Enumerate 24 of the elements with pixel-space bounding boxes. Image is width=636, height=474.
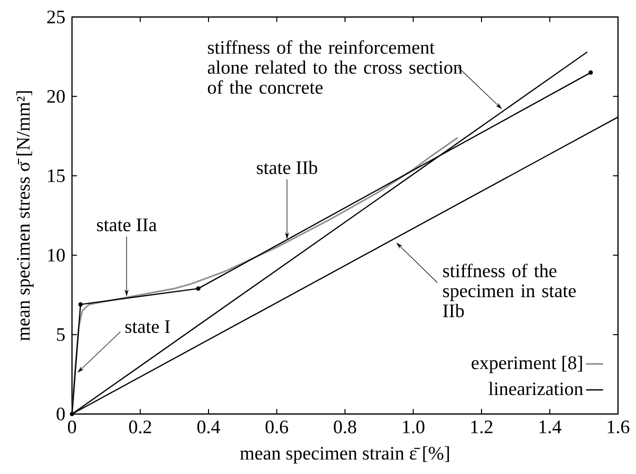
x-tick-label: 1.4 xyxy=(540,420,562,434)
y-tick-label: 10 xyxy=(48,248,65,262)
annotation: state IIb xyxy=(256,160,318,174)
x-tick-label: 0.6 xyxy=(266,420,288,434)
x-tick-label: 0 xyxy=(68,420,76,434)
y-tick-label: 15 xyxy=(48,169,65,182)
x-tick-label: 1.2 xyxy=(471,420,492,434)
y-tick-label: 20 xyxy=(47,90,65,103)
y-tick-label: 5 xyxy=(57,328,65,341)
x-axis-title: mean specimen strain ε̄ [%] xyxy=(240,446,449,464)
y-tick-label: 25 xyxy=(47,10,65,24)
legend-label: experiment [8] xyxy=(472,356,582,374)
annotation: stiffness of the reinforcement alone related to the cross section of the concrete xyxy=(208,40,462,94)
y-axis-title: mean specimen stress σ̄ [N/mm²] xyxy=(16,91,34,341)
annotation: stiffness of the specimen in state IIb xyxy=(443,264,576,318)
x-tick-label: 0.2 xyxy=(129,420,152,434)
annotation: state I xyxy=(125,320,170,334)
x-tick-label: 0.8 xyxy=(334,420,356,434)
x-tick-label: 1.6 xyxy=(608,420,630,434)
annotation: state IIa xyxy=(97,218,157,232)
x-tick-label: 0.4 xyxy=(197,420,220,434)
y-tick-label: 0 xyxy=(56,408,65,420)
x-tick-label: 1.0 xyxy=(403,420,424,434)
legend-label: linearization xyxy=(488,382,584,396)
